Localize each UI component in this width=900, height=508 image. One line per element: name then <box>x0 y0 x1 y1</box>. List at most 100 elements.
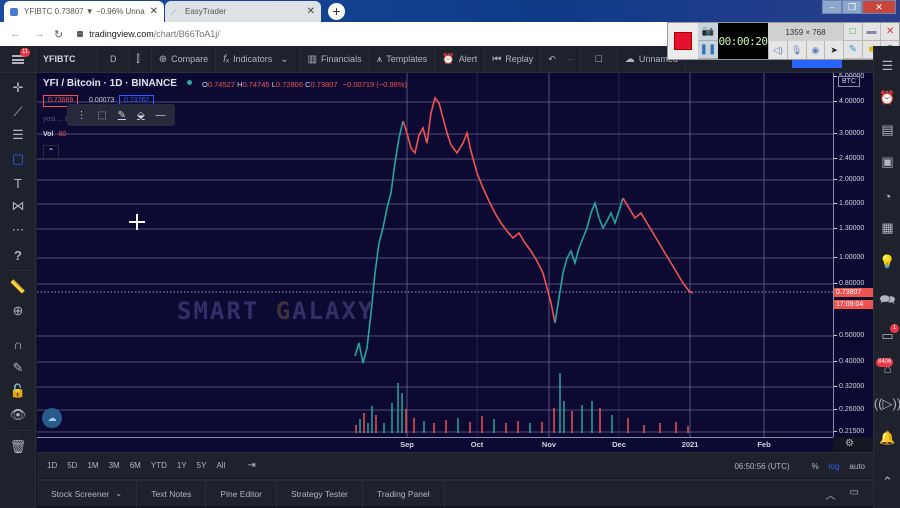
crosshair-tool-icon[interactable]: ✛ <box>12 80 24 95</box>
ideas-stream-icon[interactable]: ⌂ 8406 <box>876 358 894 376</box>
range-3m[interactable]: 3M <box>108 461 120 470</box>
trend-line-tool-icon[interactable]: ⟋ <box>13 104 23 119</box>
close-tab-icon[interactable]: ✕ <box>306 6 315 17</box>
ideas-lightbulb-icon[interactable]: 💡 <box>879 254 896 269</box>
new-tab-button[interactable]: + <box>328 3 345 20</box>
auto-scale-toggle[interactable]: auto <box>849 461 865 471</box>
range-6m[interactable]: 6M <box>129 461 141 470</box>
collapse-legend-button[interactable]: ⌃ <box>43 145 59 159</box>
line-color-icon[interactable]: ✎ <box>117 109 127 121</box>
camera-icon[interactable]: 📷 <box>698 23 718 41</box>
percent-scale-toggle[interactable]: % <box>811 461 819 471</box>
lock-drawing-icon[interactable]: ✎ <box>12 360 24 375</box>
maximize-window-button[interactable]: ❐ <box>842 0 862 14</box>
speaker-icon[interactable]: ◁) <box>768 41 787 59</box>
price-scale[interactable]: 5.00000 4.00000 3.00000 2.40000 2.00000 … <box>833 73 874 437</box>
prediction-tool-icon[interactable]: ⋯ <box>11 222 25 237</box>
rectangle-tool-icon[interactable]: ▢ <box>11 151 25 166</box>
close-window-button[interactable]: ✕ <box>862 0 896 14</box>
range-1m[interactable]: 1M <box>87 461 99 470</box>
interval-button[interactable]: D <box>98 45 130 73</box>
watchlist-icon[interactable]: ☰ <box>881 58 894 73</box>
data-window-icon[interactable]: ▤ <box>881 122 894 137</box>
ruler-icon[interactable]: 📏 <box>9 279 27 294</box>
divider <box>4 430 32 431</box>
chart-settings-gear-icon[interactable]: ⚙ <box>845 438 854 449</box>
trash-icon[interactable]: 🗑 <box>9 439 27 454</box>
line-style-icon[interactable]: — <box>155 109 166 121</box>
streams-icon[interactable]: ((▷)) <box>873 396 900 411</box>
utc-clock[interactable]: 06:50:56 (UTC) <box>734 461 790 471</box>
symbol-legend-title[interactable]: YFI / Bitcoin · 1D · BINANCE <box>43 78 200 89</box>
reload-icon[interactable]: ↻ <box>54 28 64 41</box>
indicators-button[interactable]: fₓ Indicators ⌄ <box>216 45 301 73</box>
minimize-recorder-icon[interactable]: ▬ <box>861 23 881 41</box>
back-arrow-icon[interactable]: ← <box>10 28 21 40</box>
fullscreen-toggle[interactable]: ☐ <box>581 45 618 73</box>
alerts-clock-icon[interactable]: ⏰ <box>879 90 896 105</box>
tab-strategy-tester[interactable]: Strategy Tester <box>277 480 364 507</box>
close-recorder-icon[interactable]: ✕ <box>880 23 899 41</box>
range-ytd[interactable]: YTD <box>150 461 167 470</box>
calendar-icon[interactable]: ▦ <box>881 220 894 235</box>
tab-text-notes[interactable]: Text Notes <box>137 480 207 507</box>
sell-price-button[interactable]: 0.73689 <box>43 95 79 107</box>
hotlist-icon[interactable]: ▣ <box>881 154 894 169</box>
tab-trading-panel[interactable]: Trading Panel <box>363 480 445 507</box>
log-scale-toggle[interactable]: log <box>828 461 840 471</box>
cloud-sync-icon[interactable]: ☁ <box>42 408 62 428</box>
text-tool-icon[interactable]: T <box>14 175 22 191</box>
pen-icon[interactable]: ✎ <box>843 41 862 59</box>
expand-panel-chevron-icon[interactable]: ︿ <box>825 491 836 502</box>
eye-icon[interactable]: 👁 <box>9 407 27 422</box>
record-stop-button[interactable] <box>668 23 698 59</box>
webcam-icon[interactable]: ◉ <box>805 41 825 59</box>
range-all[interactable]: All <box>216 461 226 470</box>
help-icon[interactable]: ? <box>14 247 22 263</box>
go-to-date-icon[interactable]: ⇥ <box>247 460 256 471</box>
templates-button[interactable]: ⩚ Templates <box>370 45 436 73</box>
browser-tab-easytrader[interactable]: ⟋ EasyTrader ✕ <box>165 1 321 22</box>
chat-icon[interactable]: 🗪 <box>879 292 896 307</box>
alert-button[interactable]: ⏰ Alert <box>435 45 486 73</box>
calendar-pie-icon[interactable]: ◔ <box>883 188 892 204</box>
minimize-window-button[interactable]: – <box>822 0 842 14</box>
forward-arrow-icon[interactable]: → <box>34 28 45 40</box>
undo-button[interactable]: ↶ – <box>541 45 581 73</box>
compare-button[interactable]: ⊕ Compare <box>152 45 217 73</box>
region-icon[interactable]: □ <box>843 23 862 41</box>
magnet-icon[interactable]: ∩ <box>13 336 23 352</box>
pause-icon[interactable]: ❚❚ <box>698 41 718 59</box>
range-5d[interactable]: 5D <box>67 461 78 470</box>
symbol-search-button[interactable]: YFIBTC <box>36 45 98 73</box>
close-tab-icon[interactable]: ✕ <box>149 6 158 17</box>
divider <box>4 270 32 271</box>
url-field[interactable]: tradingview.com/chart/B66ToA1j/ <box>89 29 220 39</box>
drag-handle-icon[interactable]: ⋮ <box>76 109 87 121</box>
financials-button[interactable]: ▥ Financials <box>301 45 370 73</box>
range-1d[interactable]: 1D <box>47 461 58 470</box>
pattern-tool-icon[interactable]: ⋈ <box>11 198 25 213</box>
replay-button[interactable]: ⏮ Replay <box>485 45 542 73</box>
unlock-icon[interactable]: 🔓 <box>9 383 27 398</box>
zoom-in-icon[interactable]: ⊕ <box>12 303 24 318</box>
microphone-icon[interactable]: 🎙 <box>786 41 806 59</box>
cursor-icon[interactable]: ➤ <box>824 41 843 59</box>
range-1y[interactable]: 1Y <box>176 461 187 470</box>
browser-tab-tradingview[interactable]: YFIBTC 0.73807 ▼ −0.96% Unna ✕ <box>4 1 164 22</box>
chart-style-button[interactable]: ⫿ <box>130 45 152 73</box>
range-5y[interactable]: 5Y <box>196 461 207 470</box>
main-menu-button[interactable]: 11 <box>0 45 36 73</box>
time-scale[interactable]: Sep Oct Nov Dec 2021 Feb <box>37 437 833 452</box>
fib-tool-icon[interactable]: ☰ <box>12 127 24 142</box>
tab-pine-editor[interactable]: Pine Editor <box>206 480 277 507</box>
chart-pane[interactable]: YFI / Bitcoin · 1D · BINANCE O0.74527 H0… <box>37 73 833 437</box>
redo-icon[interactable]: – <box>567 54 573 64</box>
template-icon[interactable]: ⬚ <box>97 109 107 121</box>
fill-color-icon[interactable]: ⬙ <box>136 109 145 121</box>
collapse-sidebar-icon[interactable]: ⌃ <box>882 474 893 489</box>
tab-stock-screener[interactable]: Stock Screener ⌄ <box>37 480 138 507</box>
maximize-panel-icon[interactable]: ▭ <box>849 487 859 498</box>
private-chat-icon[interactable]: ▭ 1 <box>874 324 900 348</box>
notifications-bell-icon[interactable]: 🔔 <box>879 430 896 445</box>
